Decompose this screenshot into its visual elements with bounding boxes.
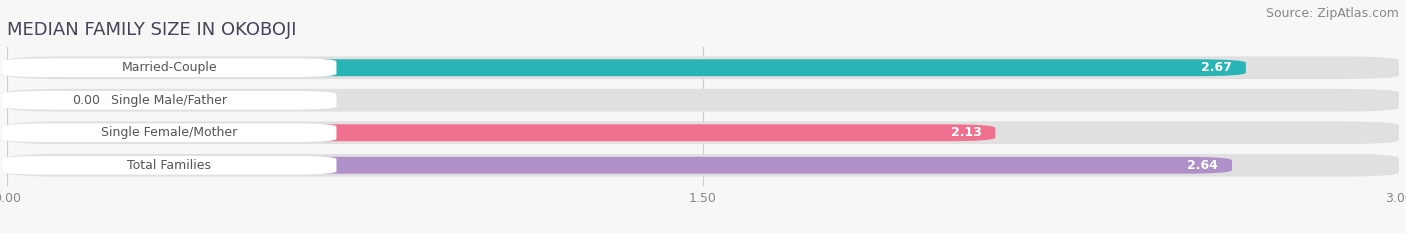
Text: Married-Couple: Married-Couple bbox=[121, 61, 218, 74]
FancyBboxPatch shape bbox=[7, 157, 1232, 174]
Text: Single Male/Father: Single Male/Father bbox=[111, 94, 228, 107]
FancyBboxPatch shape bbox=[7, 59, 1246, 76]
FancyBboxPatch shape bbox=[3, 58, 336, 77]
FancyBboxPatch shape bbox=[3, 91, 336, 110]
Text: Total Families: Total Families bbox=[128, 159, 211, 172]
Text: 2.13: 2.13 bbox=[950, 126, 981, 139]
FancyBboxPatch shape bbox=[7, 92, 44, 109]
FancyBboxPatch shape bbox=[7, 124, 995, 141]
Text: 2.67: 2.67 bbox=[1201, 61, 1232, 74]
Text: Source: ZipAtlas.com: Source: ZipAtlas.com bbox=[1265, 7, 1399, 20]
FancyBboxPatch shape bbox=[7, 121, 1399, 144]
Text: Single Female/Mother: Single Female/Mother bbox=[101, 126, 238, 139]
Text: 0.00: 0.00 bbox=[72, 94, 100, 107]
FancyBboxPatch shape bbox=[7, 154, 1399, 177]
FancyBboxPatch shape bbox=[3, 123, 336, 142]
FancyBboxPatch shape bbox=[7, 56, 1399, 79]
Text: 2.64: 2.64 bbox=[1187, 159, 1218, 172]
FancyBboxPatch shape bbox=[3, 156, 336, 175]
Text: MEDIAN FAMILY SIZE IN OKOBOJI: MEDIAN FAMILY SIZE IN OKOBOJI bbox=[7, 21, 297, 39]
FancyBboxPatch shape bbox=[7, 89, 1399, 112]
